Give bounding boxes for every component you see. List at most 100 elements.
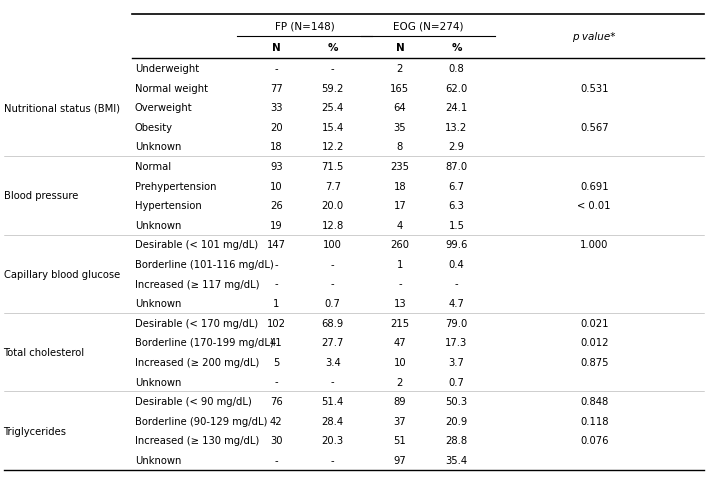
Text: -: - bbox=[331, 377, 335, 387]
Text: 25.4: 25.4 bbox=[321, 103, 344, 113]
Text: 37: 37 bbox=[394, 416, 406, 426]
Text: 10: 10 bbox=[270, 181, 282, 191]
Text: 26: 26 bbox=[270, 201, 282, 211]
Text: %: % bbox=[328, 43, 338, 53]
Text: 3.4: 3.4 bbox=[325, 357, 341, 367]
Text: 47: 47 bbox=[394, 337, 406, 348]
Text: Increased (≥ 200 mg/dL): Increased (≥ 200 mg/dL) bbox=[135, 357, 259, 367]
Text: 0.118: 0.118 bbox=[580, 416, 608, 426]
Text: 59.2: 59.2 bbox=[321, 84, 344, 94]
Text: 4: 4 bbox=[396, 220, 403, 230]
Text: 50.3: 50.3 bbox=[445, 396, 467, 406]
Text: 64: 64 bbox=[394, 103, 406, 113]
Text: 0.848: 0.848 bbox=[580, 396, 608, 406]
Text: 28.4: 28.4 bbox=[321, 416, 344, 426]
Text: -: - bbox=[275, 455, 278, 465]
Text: Nutritional status (BMI): Nutritional status (BMI) bbox=[4, 103, 120, 113]
Text: Borderline (170-199 mg/dL): Borderline (170-199 mg/dL) bbox=[135, 337, 274, 348]
Text: 2.9: 2.9 bbox=[448, 142, 464, 152]
Text: -: - bbox=[331, 259, 335, 269]
Text: 165: 165 bbox=[390, 84, 409, 94]
Text: 1.5: 1.5 bbox=[448, 220, 464, 230]
Text: 99.6: 99.6 bbox=[445, 240, 468, 250]
Text: 0.567: 0.567 bbox=[580, 122, 609, 132]
Text: 215: 215 bbox=[390, 318, 409, 328]
Text: 20.0: 20.0 bbox=[321, 201, 344, 211]
Text: 62.0: 62.0 bbox=[445, 84, 467, 94]
Text: 2: 2 bbox=[396, 64, 403, 74]
Text: Overweight: Overweight bbox=[135, 103, 193, 113]
Text: 8: 8 bbox=[396, 142, 403, 152]
Text: 51.4: 51.4 bbox=[321, 396, 344, 406]
Text: 93: 93 bbox=[270, 162, 282, 172]
Text: 77: 77 bbox=[270, 84, 282, 94]
Text: 3.7: 3.7 bbox=[449, 357, 464, 367]
Text: EOG (N=274): EOG (N=274) bbox=[393, 21, 464, 31]
Text: 6.3: 6.3 bbox=[449, 201, 464, 211]
Text: Total cholesterol: Total cholesterol bbox=[4, 348, 85, 358]
Text: Normal: Normal bbox=[135, 162, 171, 172]
Text: p value*: p value* bbox=[573, 32, 616, 42]
Text: 2: 2 bbox=[396, 377, 403, 387]
Text: 6.7: 6.7 bbox=[448, 181, 464, 191]
Text: Prehypertension: Prehypertension bbox=[135, 181, 217, 191]
Text: 19: 19 bbox=[270, 220, 282, 230]
Text: Unknown: Unknown bbox=[135, 455, 181, 465]
Text: Unknown: Unknown bbox=[135, 220, 181, 230]
Text: %: % bbox=[451, 43, 462, 53]
Text: 0.4: 0.4 bbox=[449, 259, 464, 269]
Text: 0.7: 0.7 bbox=[449, 377, 464, 387]
Text: 260: 260 bbox=[390, 240, 409, 250]
Text: 5: 5 bbox=[273, 357, 280, 367]
Text: 12.8: 12.8 bbox=[321, 220, 344, 230]
Text: 0.531: 0.531 bbox=[580, 84, 608, 94]
Text: Triglycerides: Triglycerides bbox=[4, 426, 67, 436]
Text: 17.3: 17.3 bbox=[445, 337, 467, 348]
Text: 12.2: 12.2 bbox=[321, 142, 344, 152]
Text: Hypertension: Hypertension bbox=[135, 201, 202, 211]
Text: 0.076: 0.076 bbox=[580, 435, 608, 445]
Text: -: - bbox=[331, 279, 335, 289]
Text: 68.9: 68.9 bbox=[321, 318, 344, 328]
Text: 35.4: 35.4 bbox=[445, 455, 467, 465]
Text: Underweight: Underweight bbox=[135, 64, 199, 74]
Text: 42: 42 bbox=[270, 416, 282, 426]
Text: 87.0: 87.0 bbox=[445, 162, 467, 172]
Text: 7.7: 7.7 bbox=[325, 181, 341, 191]
Text: < 0.01: < 0.01 bbox=[578, 201, 611, 211]
Text: -: - bbox=[275, 377, 278, 387]
Text: 24.1: 24.1 bbox=[445, 103, 467, 113]
Text: 41: 41 bbox=[270, 337, 282, 348]
Text: 51: 51 bbox=[394, 435, 406, 445]
Text: 27.7: 27.7 bbox=[321, 337, 344, 348]
Text: 17: 17 bbox=[394, 201, 406, 211]
Text: 1: 1 bbox=[273, 299, 280, 309]
Text: 20: 20 bbox=[270, 122, 282, 132]
Text: 0.021: 0.021 bbox=[580, 318, 608, 328]
Text: 0.8: 0.8 bbox=[449, 64, 464, 74]
Text: Blood pressure: Blood pressure bbox=[4, 191, 78, 201]
Text: Unknown: Unknown bbox=[135, 377, 181, 387]
Text: FP (N=148): FP (N=148) bbox=[275, 21, 334, 31]
Text: N: N bbox=[272, 43, 280, 53]
Text: 35: 35 bbox=[394, 122, 406, 132]
Text: -: - bbox=[331, 64, 335, 74]
Text: 28.8: 28.8 bbox=[445, 435, 467, 445]
Text: Increased (≥ 130 mg/dL): Increased (≥ 130 mg/dL) bbox=[135, 435, 259, 445]
Text: 13.2: 13.2 bbox=[445, 122, 467, 132]
Text: 0.7: 0.7 bbox=[325, 299, 341, 309]
Text: 30: 30 bbox=[270, 435, 282, 445]
Text: Desirable (< 170 mg/dL): Desirable (< 170 mg/dL) bbox=[135, 318, 258, 328]
Text: 0.012: 0.012 bbox=[580, 337, 608, 348]
Text: -: - bbox=[331, 455, 335, 465]
Text: -: - bbox=[275, 64, 278, 74]
Text: 1: 1 bbox=[396, 259, 403, 269]
Text: Borderline (90-129 mg/dL): Borderline (90-129 mg/dL) bbox=[135, 416, 268, 426]
Text: 100: 100 bbox=[324, 240, 342, 250]
Text: Unknown: Unknown bbox=[135, 299, 181, 309]
Text: 20.9: 20.9 bbox=[445, 416, 467, 426]
Text: 0.691: 0.691 bbox=[580, 181, 609, 191]
Text: Normal weight: Normal weight bbox=[135, 84, 208, 94]
Text: -: - bbox=[455, 279, 458, 289]
Text: Obesity: Obesity bbox=[135, 122, 173, 132]
